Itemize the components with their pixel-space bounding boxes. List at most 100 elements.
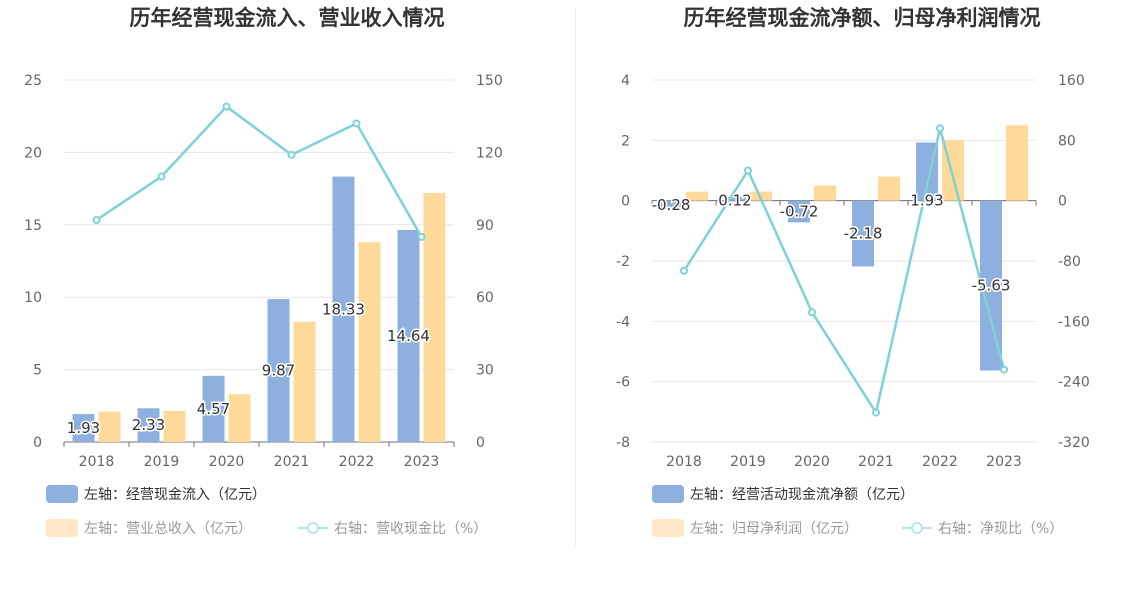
y-left-tick-label: 2: [621, 133, 630, 149]
y-right-tick-label: 0: [476, 435, 485, 451]
legend-label-total-revenue: 左轴：营业总收入（亿元）: [84, 521, 252, 537]
x-tick-label: 2021: [858, 454, 894, 470]
x-tick-label: 2022: [922, 454, 958, 470]
x-tick-label: 2023: [404, 454, 440, 470]
legend-item-revenue-cash-ratio[interactable]: 右轴：营收现金比（%）: [298, 518, 487, 538]
data-label: 2.33: [132, 416, 165, 434]
bar-secondary: [686, 191, 708, 201]
y-right-tick-label: 30: [476, 363, 494, 379]
data-label: 0.12: [718, 192, 751, 210]
x-tick-label: 2019: [730, 454, 766, 470]
x-tick-label: 2020: [209, 454, 245, 470]
bar-secondary: [163, 410, 186, 442]
legend-item-net-cash-ratio[interactable]: 右轴：净现比（%）: [902, 518, 1063, 538]
y-left-tick-label: -6: [616, 375, 630, 391]
line-series: [682, 127, 1006, 416]
legend-swatch-cash-inflow: [46, 485, 78, 503]
line-point: [1000, 365, 1008, 374]
line-point: [872, 408, 880, 417]
legend-label-net-cash-ratio: 右轴：净现比（%）: [938, 521, 1064, 537]
bar-secondary: [293, 321, 316, 442]
line-series: [95, 104, 423, 238]
y-left-tick-label: 15: [24, 218, 42, 234]
y-right-tick-label: -80: [1058, 254, 1081, 270]
chart-panel-left: 历年经营现金流入、营业收入情况 0 0 5 30 10 60 15 90 20 120 25 150 2…: [0, 0, 574, 560]
y-left-tick-label: -4: [616, 314, 630, 330]
bar-primary: [397, 230, 420, 442]
data-label: -2.18: [844, 225, 883, 243]
bar-primary: [980, 200, 1002, 371]
bar-secondary: [228, 394, 251, 442]
legend-line-icon: [298, 519, 328, 537]
legend-label-net-cash-flow: 左轴：经营活动现金流净额（亿元）: [690, 487, 914, 503]
legend-item-net-profit[interactable]: 左轴：归母净利润（亿元）: [652, 518, 858, 538]
legend-label-cash-inflow: 左轴：经营现金流入（亿元）: [84, 487, 266, 503]
line-point: [157, 172, 166, 181]
line-point: [417, 232, 426, 241]
y-right-tick-label: 60: [476, 290, 494, 306]
line-point: [936, 124, 944, 133]
bar-secondary: [814, 185, 836, 201]
data-label: -0.72: [780, 203, 819, 221]
legend-item-total-revenue[interactable]: 左轴：营业总收入（亿元）: [46, 518, 252, 538]
legend-label-revenue-cash-ratio: 右轴：营收现金比（%）: [334, 521, 488, 537]
y-left-tick-label: 20: [24, 145, 42, 161]
legend-swatch-total-revenue: [46, 519, 78, 537]
bar-secondary: [1006, 125, 1028, 201]
y-right-tick-label: 0: [1058, 194, 1067, 210]
data-label: 14.64: [387, 327, 430, 345]
data-label: -5.63: [972, 277, 1011, 295]
y-right-tick-label: 150: [476, 73, 503, 89]
x-tick-label: 2021: [274, 454, 310, 470]
bar-secondary: [878, 176, 900, 201]
y-right-tick-label: -160: [1058, 314, 1090, 330]
y-left-tick-label: 0: [33, 435, 42, 451]
bar-primary: [267, 299, 290, 442]
y-left-tick-label: 10: [24, 290, 42, 306]
bar-primary: [724, 197, 746, 201]
data-label: 18.33: [322, 300, 365, 318]
legend-item-cash-inflow[interactable]: 左轴：经营现金流入（亿元）: [46, 484, 266, 504]
bar-secondary: [423, 192, 446, 442]
chart-title-left: 历年经营现金流入、营业收入情况: [129, 6, 445, 30]
legend-label-net-profit: 左轴：归母净利润（亿元）: [690, 521, 858, 537]
legend-swatch-net-cash-flow: [652, 485, 684, 503]
x-tick-label: 2023: [986, 454, 1022, 470]
x-tick-label: 2018: [79, 454, 115, 470]
y-left-tick-label: -2: [616, 254, 630, 270]
data-label: -0.28: [652, 196, 691, 214]
line-point: [222, 102, 231, 111]
panel-divider: [575, 8, 576, 548]
bar-secondary: [750, 191, 772, 201]
legend-line-icon: [902, 519, 932, 537]
chart-panel-right: 历年经营现金流净额、归母净利润情况 -8 -320 -6 -240 -4 -160 -2 -8…: [576, 0, 1148, 560]
bar-secondary: [98, 411, 121, 442]
y-right-tick-label: -320: [1058, 435, 1090, 451]
y-left-tick-label: 5: [33, 363, 42, 379]
bar-secondary: [358, 242, 381, 442]
y-right-tick-label: 90: [476, 218, 494, 234]
y-right-tick-label: 120: [476, 145, 503, 161]
x-tick-label: 2019: [144, 454, 180, 470]
legend-swatch-net-profit: [652, 519, 684, 537]
data-label: 4.57: [197, 400, 230, 418]
chart-title-right: 历年经营现金流净额、归母净利润情况: [683, 6, 1041, 30]
data-label: 1.93: [67, 419, 100, 437]
line-point: [352, 119, 361, 128]
legend-item-net-cash-flow[interactable]: 左轴：经营活动现金流净额（亿元）: [652, 484, 914, 504]
line-point: [92, 215, 101, 224]
x-tick-label: 2022: [339, 454, 375, 470]
y-left-tick-label: 4: [621, 73, 630, 89]
line-point: [287, 150, 296, 159]
line-point: [808, 308, 816, 317]
x-tick-label: 2020: [794, 454, 830, 470]
y-left-tick-label: 25: [24, 73, 42, 89]
line-point: [680, 266, 688, 275]
plot-area-left: 0 0 5 30 10 60 15 90 20 120 25 150 2018 2019 2020 2021 2…: [24, 73, 503, 470]
bar-primary: [660, 200, 682, 210]
bar-primary: [202, 375, 225, 442]
data-label: 1.93: [910, 192, 943, 210]
bar-primary: [788, 200, 810, 223]
y-right-tick-label: 80: [1058, 133, 1076, 149]
y-right-tick-label: -240: [1058, 375, 1090, 391]
